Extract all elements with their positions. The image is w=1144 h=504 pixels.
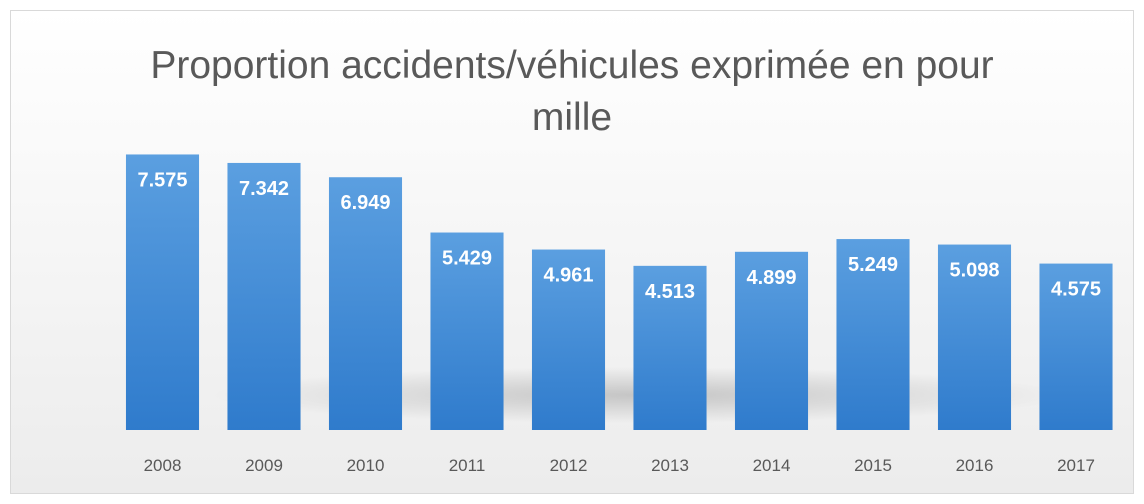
bar	[125, 154, 200, 430]
data-label: 6.949	[340, 192, 390, 214]
x-tick-label: 2014	[753, 456, 791, 475]
bar	[1039, 263, 1113, 430]
chart-title: Proportion accidents/véhicules exprimée …	[150, 44, 994, 139]
bar	[633, 265, 707, 430]
data-label: 4.899	[746, 267, 796, 289]
x-tick-label: 2017	[1057, 456, 1095, 475]
data-label: 5.249	[848, 254, 898, 276]
x-tick-label: 2013	[651, 456, 689, 475]
x-tick-label: 2015	[854, 456, 892, 475]
x-tick-label: 2008	[144, 456, 182, 475]
bar	[430, 232, 504, 430]
data-label: 4.575	[1051, 279, 1101, 301]
bar	[328, 177, 403, 430]
data-label: 7.342	[239, 178, 289, 200]
bar	[227, 162, 301, 430]
data-label: 5.429	[442, 248, 492, 270]
x-tick-label: 2009	[245, 456, 283, 475]
x-tick-label: 2016	[956, 456, 994, 475]
data-label: 7.575	[137, 169, 187, 191]
data-label: 5.098	[949, 260, 999, 282]
data-label: 4.513	[645, 281, 695, 303]
x-tick-label: 2011	[449, 456, 486, 475]
x-tick-label: 2010	[347, 456, 385, 475]
data-label: 4.961	[543, 265, 593, 287]
bar	[937, 244, 1012, 430]
x-tick-label: 2012	[550, 456, 588, 475]
bar	[531, 249, 606, 430]
bar	[836, 239, 910, 430]
bar	[734, 251, 809, 430]
